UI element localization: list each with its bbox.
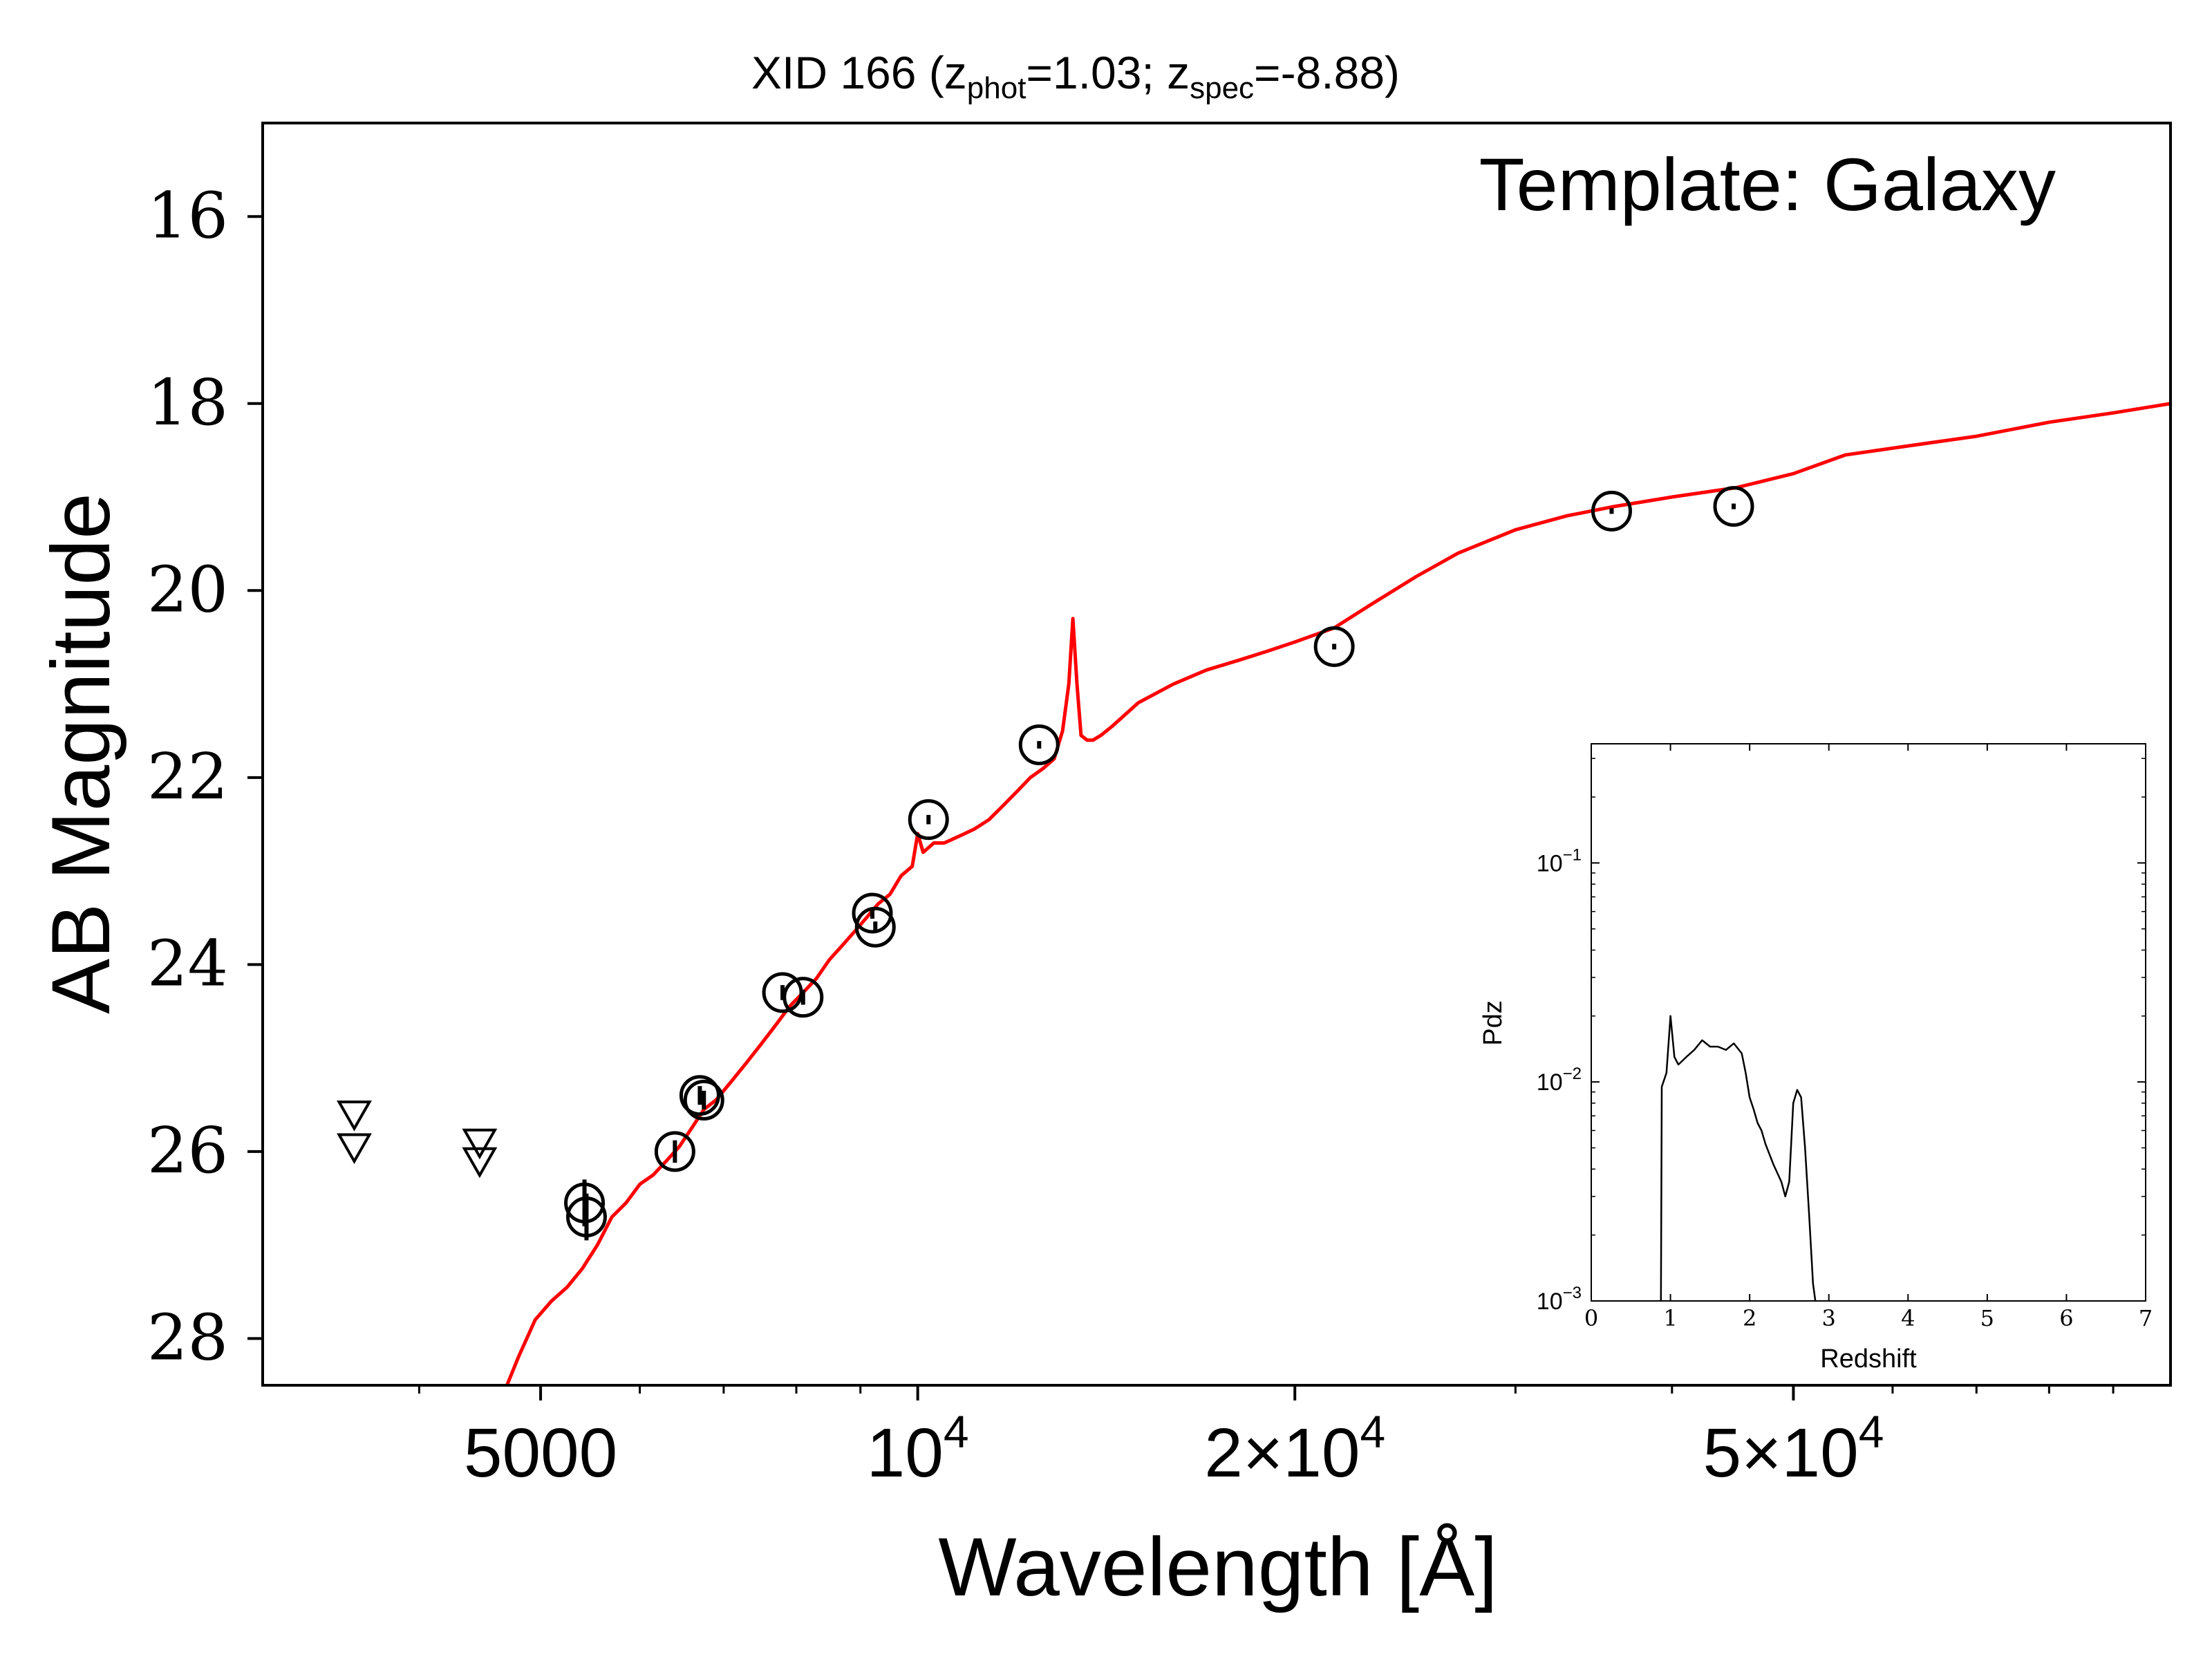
inset-background [1470, 737, 2169, 1384]
inset-axis-ticks: 0 1 2 3 4 5 6 7 10−1 10−2 10−3 [1537, 744, 2153, 1331]
photometry-point [852, 892, 893, 934]
inset-x-tick-label: 2 [1743, 1305, 1756, 1331]
inset-y-tick-label: 10−2 [1537, 1065, 1582, 1096]
main-plot-frame [261, 122, 2172, 1387]
photometry-point [854, 906, 896, 948]
y-tick-label: 18 [147, 366, 228, 440]
x-tick-label: 104 [867, 1406, 969, 1492]
pdz-curve [1660, 1015, 1817, 1301]
photometry-points [564, 486, 1754, 1241]
inset-x-tick-label: 7 [2139, 1305, 2153, 1331]
x-tick-label: 2×104 [1204, 1406, 1385, 1492]
photometry-point [683, 1079, 724, 1121]
inset-x-axis-label: Redshift [1820, 1344, 1917, 1374]
y-tick-label: 22 [147, 740, 228, 814]
inset-x-tick-label: 4 [1901, 1305, 1915, 1331]
upper-limit-markers [337, 1100, 498, 1179]
inset-x-tick-label: 0 [1584, 1305, 1598, 1331]
template-annotation: Template: Galaxy [1479, 142, 2056, 226]
x-tick-label: 5000 [464, 1414, 617, 1492]
photometry-point [1713, 486, 1754, 527]
photometry-point [1018, 724, 1060, 765]
inset-x-tick-label: 6 [2059, 1305, 2073, 1331]
photometry-point [679, 1075, 720, 1116]
y-axis-label: AB Magnitude [35, 493, 127, 1014]
inset-x-tick-label: 5 [1980, 1305, 1994, 1331]
upper-limit-marker [337, 1100, 372, 1132]
photometry-point [565, 1197, 607, 1238]
photometry-point [1313, 626, 1355, 667]
y-tick-label: 28 [147, 1300, 228, 1374]
photometry-point [908, 799, 949, 841]
y-tick-label: 20 [147, 552, 228, 626]
y-tick-label: 26 [147, 1114, 228, 1188]
inset-x-tick-label: 1 [1663, 1305, 1677, 1331]
upper-limit-marker [462, 1147, 498, 1179]
inset-y-axis-label: Pdz [1479, 1000, 1508, 1045]
x-axis-label: Wavelength [Å] [938, 1521, 1497, 1613]
y-tick-label: 16 [147, 178, 228, 252]
photometry-point [1591, 490, 1632, 532]
inset-y-tick-label: 10−3 [1537, 1284, 1582, 1315]
pdz-inset: 0 1 2 3 4 5 6 7 10−1 10−2 10−3 Redshift Pdz [1470, 737, 2169, 1384]
inset-x-tick-label: 3 [1822, 1305, 1836, 1331]
inset-y-tick-label: 10−1 [1537, 845, 1582, 877]
photometry-point [654, 1131, 695, 1172]
x-tick-label: 5×104 [1703, 1406, 1884, 1492]
upper-limit-marker [337, 1133, 372, 1165]
inset-frame [1591, 743, 2146, 1302]
photometry-point [782, 977, 824, 1018]
y-tick-label: 24 [147, 926, 228, 1000]
upper-limit-marker [462, 1128, 498, 1160]
chart-title: XID 166 (zphot=1.03; zspec=-8.88) [751, 47, 1400, 105]
